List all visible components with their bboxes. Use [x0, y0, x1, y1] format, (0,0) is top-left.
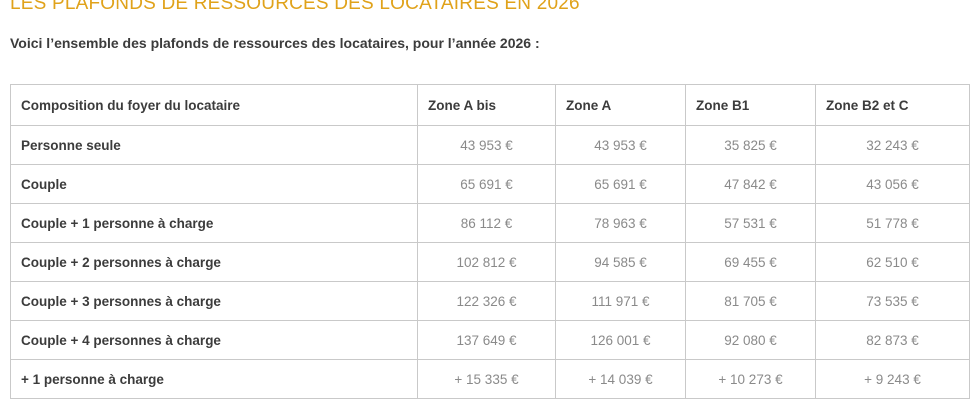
cell-zone-b2-c: 32 243 €	[815, 125, 970, 165]
cell-zone-a-bis: 86 112 €	[417, 203, 556, 243]
column-header-zone-b1: Zone B1	[685, 84, 816, 126]
column-header-zone-a: Zone A	[555, 84, 686, 126]
cell-zone-b1: 92 080 €	[685, 320, 816, 360]
table-header-row: Composition du foyer du locataire Zone A…	[10, 84, 970, 126]
cell-zone-a-bis: 43 953 €	[417, 125, 556, 165]
cell-zone-b2-c: + 9 243 €	[815, 359, 970, 399]
page-title: LES PLAFONDS DE RESSOURCES DES LOCATAIRE…	[10, 0, 580, 14]
row-label: Couple	[10, 164, 418, 204]
cell-zone-a-bis: 137 649 €	[417, 320, 556, 360]
cell-zone-a: 126 001 €	[555, 320, 686, 360]
table-row: Couple + 2 personnes à charge 102 812 € …	[10, 242, 970, 282]
table-row: + 1 personne à charge + 15 335 € + 14 03…	[10, 359, 970, 399]
row-label: Couple + 3 personnes à charge	[10, 281, 418, 321]
row-label: Couple + 2 personnes à charge	[10, 242, 418, 282]
cell-zone-b1: 47 842 €	[685, 164, 816, 204]
intro-text: Voici l’ensemble des plafonds de ressour…	[10, 35, 540, 51]
row-label: + 1 personne à charge	[10, 359, 418, 399]
cell-zone-a: 65 691 €	[555, 164, 686, 204]
cell-zone-a-bis: 122 326 €	[417, 281, 556, 321]
row-label: Couple + 4 personnes à charge	[10, 320, 418, 360]
cell-zone-b2-c: 62 510 €	[815, 242, 970, 282]
cell-zone-b2-c: 51 778 €	[815, 203, 970, 243]
row-label: Couple + 1 personne à charge	[10, 203, 418, 243]
table-row: Couple 65 691 € 65 691 € 47 842 € 43 056…	[10, 164, 970, 204]
cell-zone-b1: 69 455 €	[685, 242, 816, 282]
cell-zone-b1: 35 825 €	[685, 125, 816, 165]
cell-zone-b2-c: 43 056 €	[815, 164, 970, 204]
table-row: Personne seule 43 953 € 43 953 € 35 825 …	[10, 125, 970, 165]
cell-zone-a-bis: 102 812 €	[417, 242, 556, 282]
column-header-zone-a-bis: Zone A bis	[417, 84, 556, 126]
cell-zone-a: 78 963 €	[555, 203, 686, 243]
row-label: Personne seule	[10, 125, 418, 165]
cell-zone-a-bis: 65 691 €	[417, 164, 556, 204]
cell-zone-a: + 14 039 €	[555, 359, 686, 399]
income-ceilings-table: Composition du foyer du locataire Zone A…	[10, 84, 970, 399]
table-row: Couple + 1 personne à charge 86 112 € 78…	[10, 203, 970, 243]
table-row: Couple + 3 personnes à charge 122 326 € …	[10, 281, 970, 321]
column-header-zone-b2-c: Zone B2 et C	[815, 84, 970, 126]
cell-zone-b1: 81 705 €	[685, 281, 816, 321]
table-row: Couple + 4 personnes à charge 137 649 € …	[10, 320, 970, 360]
cell-zone-a: 43 953 €	[555, 125, 686, 165]
cell-zone-a: 94 585 €	[555, 242, 686, 282]
cell-zone-b2-c: 73 535 €	[815, 281, 970, 321]
cell-zone-a: 111 971 €	[555, 281, 686, 321]
cell-zone-b2-c: 82 873 €	[815, 320, 970, 360]
cell-zone-b1: 57 531 €	[685, 203, 816, 243]
column-header-household: Composition du foyer du locataire	[10, 84, 418, 126]
cell-zone-b1: + 10 273 €	[685, 359, 816, 399]
cell-zone-a-bis: + 15 335 €	[417, 359, 556, 399]
